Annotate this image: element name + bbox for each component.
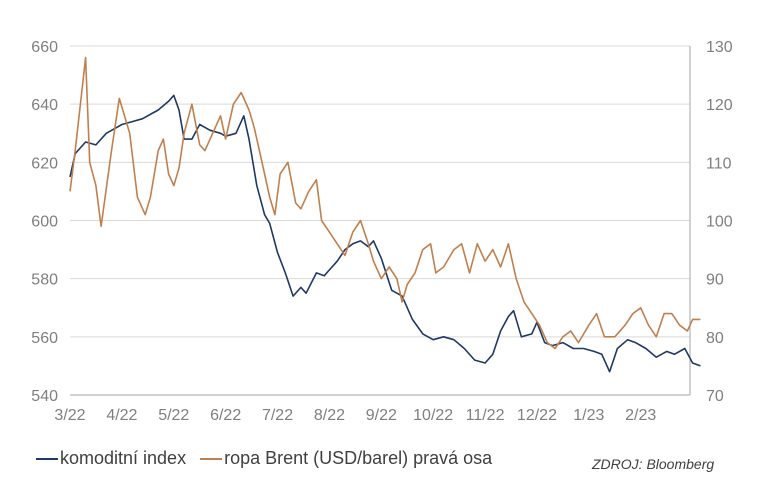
x-tick-label: 10/22	[413, 407, 453, 424]
legend-swatch-brent	[200, 457, 223, 460]
source-note: ZDROJ: Bloomberg	[592, 456, 715, 472]
x-tick-label: 4/22	[106, 407, 137, 424]
left-tick-label: 660	[31, 39, 58, 56]
legend-item-brent: ropa Brent (USD/barel) pravá osa	[200, 448, 492, 469]
right-axis-ticks: 70 80 90 100 110 120 130	[706, 39, 733, 405]
x-tick-label: 12/22	[517, 407, 557, 424]
left-tick-label: 580	[31, 272, 58, 289]
left-tick-label: 600	[31, 214, 58, 231]
right-tick-label: 100	[706, 214, 733, 231]
legend-swatch-komoditni-index	[36, 457, 58, 460]
x-tick-label: 11/22	[466, 407, 505, 424]
right-tick-label: 120	[706, 97, 733, 114]
legend-item-komoditni-index: komoditní index	[36, 448, 186, 469]
right-tick-label: 110	[706, 155, 732, 172]
series-line-komoditni-index	[69, 94, 701, 373]
legend-label-komoditni-index: komoditní index	[60, 448, 187, 468]
x-tick-label: 7/22	[262, 407, 293, 424]
gridlines	[70, 45, 690, 396]
x-tick-label: 3/22	[54, 407, 85, 424]
axes	[70, 46, 691, 396]
left-tick-label: 560	[31, 330, 58, 347]
x-tick-label: 9/22	[366, 407, 397, 424]
x-axis-ticks: 3/22 4/22 5/22 6/22 7/22 8/22 9/22 10/22 11/22 12…	[54, 407, 656, 424]
left-tick-label: 640	[31, 97, 58, 114]
chart-area: 540 560 580 600 620 640 660 70 80 90 100 110 120 130…	[31, 39, 733, 424]
right-tick-label: 130	[706, 39, 733, 56]
right-tick-label: 80	[706, 330, 724, 347]
series-line-brent	[69, 56, 701, 350]
x-tick-label: 2/23	[625, 407, 656, 424]
x-tick-label: 1/23	[573, 407, 604, 424]
series-lines	[69, 56, 701, 373]
legend: komoditní index ropa Brent (USD/barel) p…	[36, 448, 506, 469]
left-axis-ticks: 540 560 580 600 620 640 660	[31, 39, 58, 405]
left-tick-label: 620	[31, 155, 58, 172]
right-tick-label: 70	[706, 388, 724, 405]
x-tick-label: 8/22	[314, 407, 345, 424]
x-tick-label: 5/22	[158, 407, 189, 424]
right-tick-label: 90	[706, 272, 724, 289]
left-tick-label: 540	[31, 388, 58, 405]
legend-label-brent: ropa Brent (USD/barel) pravá osa	[224, 448, 493, 468]
x-tick-label: 6/22	[210, 407, 241, 424]
